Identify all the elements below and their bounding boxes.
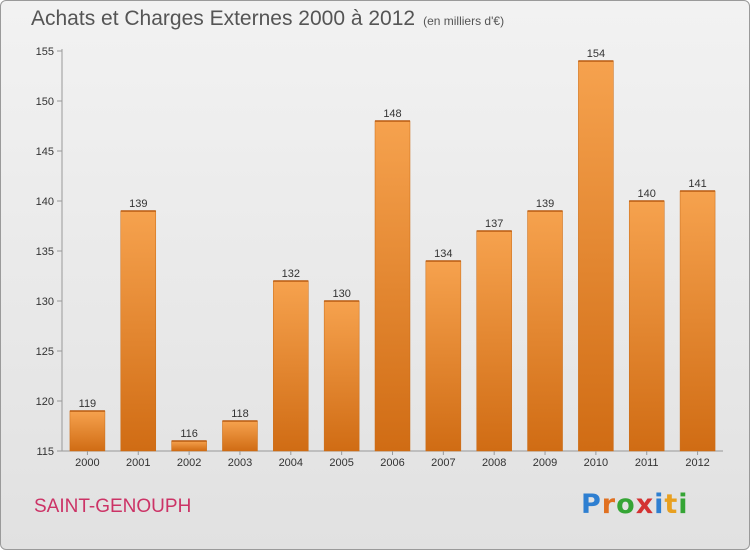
bar-2012: [679, 190, 716, 452]
y-tick-label: 120: [36, 396, 54, 408]
value-label-2010: 154: [587, 48, 605, 60]
value-label-2006: 148: [383, 108, 401, 120]
logo-letter: P: [581, 489, 602, 520]
value-label-2012: 141: [688, 178, 706, 190]
x-tick-label-2000: 2000: [75, 457, 99, 469]
x-tick-label-2001: 2001: [126, 457, 150, 469]
x-tick-label-2009: 2009: [533, 457, 557, 469]
logo-letter: i: [654, 489, 665, 520]
x-tick-label-2011: 2011: [635, 457, 659, 469]
y-tick-label: 145: [36, 146, 54, 158]
chart-title: Achats et Charges Externes 2000 à 2012 (e…: [31, 7, 505, 30]
bar-2005: [323, 300, 360, 452]
x-tick-label-2006: 2006: [380, 457, 404, 469]
logo-letter: x: [635, 489, 655, 520]
city-name: SAINT-GENOUPH: [34, 496, 192, 517]
bar-2008: [476, 230, 512, 452]
value-label-2004: 132: [282, 268, 300, 280]
bar-2011: [628, 200, 665, 452]
value-label-2008: 137: [485, 218, 503, 230]
x-tick-label-2012: 2012: [685, 457, 709, 469]
bar-2010: [578, 60, 614, 452]
x-tick-label-2005: 2005: [329, 457, 353, 469]
x-tick-label-2004: 2004: [279, 457, 303, 469]
bar-2003: [222, 420, 258, 452]
x-tick-label-2002: 2002: [177, 457, 201, 469]
bar-2007: [425, 260, 462, 452]
bar-2004: [273, 280, 309, 452]
value-label-2003: 118: [231, 408, 249, 420]
x-tick-label-2007: 2007: [431, 457, 455, 469]
value-label-2002: 116: [180, 428, 198, 440]
y-tick-label: 150: [36, 96, 54, 108]
logo-letter: t: [664, 489, 679, 520]
value-label-2001: 139: [129, 198, 147, 210]
y-tick-label: 155: [36, 46, 54, 58]
proxiti-logo: Proxiti: [581, 489, 689, 520]
bar-2001: [120, 210, 157, 452]
bar-2006: [374, 120, 411, 452]
value-label-2011: 140: [638, 188, 656, 200]
value-label-2000: 119: [79, 398, 97, 410]
chart-subtitle: (en milliers d'€): [423, 14, 505, 28]
logo-letter: i: [678, 489, 689, 520]
x-tick-label-2010: 2010: [584, 457, 608, 469]
value-label-2009: 139: [536, 198, 554, 210]
y-tick-label: 125: [36, 346, 54, 358]
bar-2009: [527, 210, 563, 452]
x-tick-label-2003: 2003: [228, 457, 252, 469]
y-tick-label: 130: [36, 296, 54, 308]
bar-2002: [171, 440, 207, 452]
logo-letter: o: [616, 489, 636, 520]
value-label-2005: 130: [332, 288, 350, 300]
logo-letter: r: [601, 489, 617, 520]
value-label-2007: 134: [434, 248, 452, 260]
bar-2000: [69, 410, 106, 452]
y-tick-label: 140: [36, 196, 54, 208]
x-tick-label-2008: 2008: [482, 457, 506, 469]
y-tick-label: 135: [36, 246, 54, 258]
y-tick-label: 115: [36, 446, 54, 458]
